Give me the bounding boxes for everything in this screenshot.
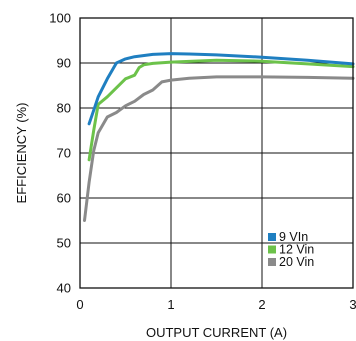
series-lines xyxy=(83,52,355,222)
y-tick-label: 100 xyxy=(49,11,71,26)
y-tick-label: 40 xyxy=(57,281,71,296)
legend-label: 9 VIn xyxy=(279,230,308,244)
tick-labels: 40 50 60 70 80 90 100 0 1 2 3 xyxy=(49,11,356,313)
legend-swatch xyxy=(268,233,276,241)
x-tick-label: 3 xyxy=(349,297,356,312)
x-axis-title: OUTPUT CURRENT (A) xyxy=(146,325,287,340)
legend-swatch xyxy=(268,245,276,254)
legend-swatch xyxy=(268,258,276,266)
y-tick-label: 90 xyxy=(57,56,71,71)
legend-label: 20 Vin xyxy=(279,255,314,269)
series-line-20-vin xyxy=(83,75,355,222)
y-tick-label: 80 xyxy=(57,101,71,116)
x-tick-label: 0 xyxy=(76,297,83,312)
y-tick-label: 60 xyxy=(57,191,71,206)
legend-label: 12 Vin xyxy=(279,243,314,257)
x-tick-label: 2 xyxy=(258,297,265,312)
grid xyxy=(80,18,353,288)
series-line-9-vin xyxy=(87,52,355,126)
series-line-12-vin xyxy=(87,58,355,162)
y-tick-label: 50 xyxy=(57,236,71,251)
x-tick-label: 1 xyxy=(167,297,174,312)
y-tick-label: 70 xyxy=(57,146,71,161)
y-axis-title: EFFICIENCY (%) xyxy=(14,103,29,204)
plot-frame xyxy=(79,17,354,289)
